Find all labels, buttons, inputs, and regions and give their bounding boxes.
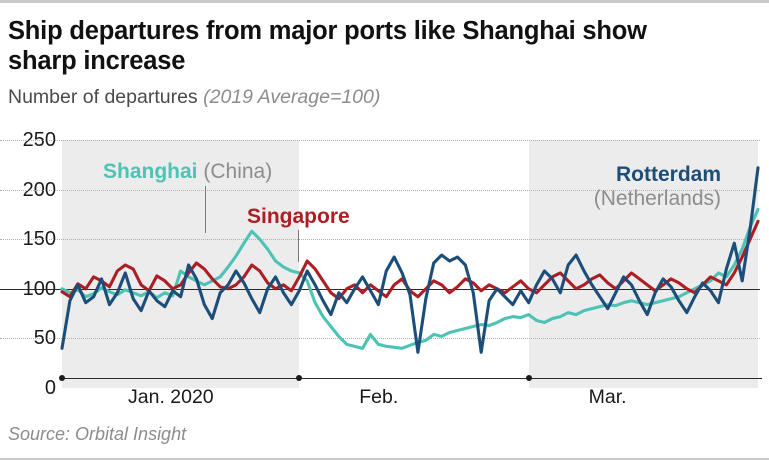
chart-subtitle: Number of departures (2019 Average=100) bbox=[8, 86, 380, 109]
subtitle-main: Number of departures bbox=[8, 86, 204, 108]
month-band bbox=[62, 140, 300, 388]
leader-line-shanghai bbox=[205, 186, 207, 233]
month-band bbox=[528, 140, 758, 388]
x-tick-dot bbox=[59, 375, 65, 381]
leader-line-singapore bbox=[298, 230, 300, 262]
x-tick-dot bbox=[296, 375, 303, 381]
x-tick-label: Feb. bbox=[359, 386, 399, 408]
x-tick-dot bbox=[525, 375, 532, 381]
y-axis: 0 50 100 150 200 250 bbox=[0, 130, 56, 398]
series-label-singapore: Singapore bbox=[247, 205, 350, 229]
gridline bbox=[0, 140, 760, 141]
series-lines bbox=[60, 166, 760, 354]
subtitle-baseline-note: (2019 Average=100) bbox=[203, 86, 381, 108]
x-tick-label: Jan. 2020 bbox=[128, 386, 214, 408]
page-title: Ship departures from major ports like Sh… bbox=[8, 17, 647, 75]
series-label-rotterdam-city: Rotterdam bbox=[615, 163, 721, 186]
series-label-rotterdam: Rotterdam (Netherlands) bbox=[561, 163, 721, 210]
x-tick-label: Mar. bbox=[588, 386, 627, 408]
plot-canvas bbox=[0, 140, 760, 388]
series-line-rotterdam bbox=[60, 166, 760, 354]
series-label-shanghai-city: Shanghai bbox=[103, 160, 198, 183]
top-rule bbox=[0, 0, 769, 3]
bottom-rule bbox=[0, 458, 769, 460]
series-label-singapore-city: Singapore bbox=[247, 205, 350, 228]
series-line-shanghai bbox=[60, 207, 760, 350]
x-axis-line bbox=[62, 378, 762, 379]
series-label-shanghai: Shanghai (China) bbox=[103, 160, 272, 184]
reference-line-100 bbox=[0, 288, 760, 290]
gridline bbox=[0, 338, 760, 340]
series-line-singapore bbox=[60, 219, 760, 301]
plot-area: 0 50 100 150 200 250 bbox=[0, 130, 769, 410]
y-tick-label: 0 bbox=[44, 377, 56, 399]
gridline bbox=[0, 189, 760, 191]
series-label-rotterdam-country: (Netherlands) bbox=[593, 186, 721, 210]
gridline bbox=[0, 239, 760, 241]
series-label-shanghai-country: (China) bbox=[197, 160, 273, 183]
source-note: Source: Orbital Insight bbox=[8, 424, 187, 444]
